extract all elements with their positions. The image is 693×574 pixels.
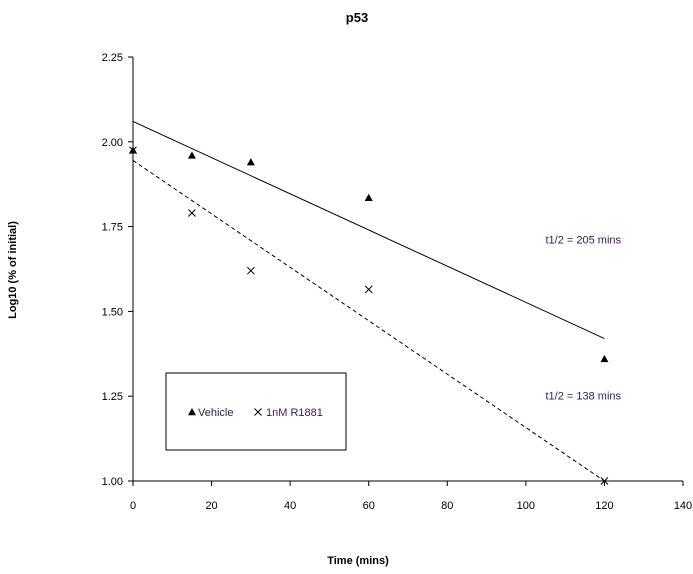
x-marker-stroke xyxy=(129,146,137,155)
y-tick-label: 1.25 xyxy=(102,391,123,403)
x-tick-label: 80 xyxy=(441,500,453,512)
legend: Vehicle 1nM R1881 xyxy=(165,372,347,451)
x-marker-stroke xyxy=(600,477,609,485)
legend-label-vehicle: Vehicle xyxy=(198,407,233,419)
plot-area: 1.00 1.25 1.50 1.75 2.00 2.25 0 20 40 60 80 100 120 1… xyxy=(102,52,693,512)
data-point-vehicle xyxy=(600,354,609,363)
data-point-vehicle xyxy=(364,193,373,201)
y-tick-label: 2.25 xyxy=(102,52,123,64)
data-point-1nm-r1881 xyxy=(247,266,255,275)
legend-box xyxy=(165,372,347,451)
x-marker-stroke xyxy=(254,408,262,416)
half-life-annotation: t1/2 = 205 mins xyxy=(546,235,622,247)
y-tick-label: 2.00 xyxy=(102,137,123,149)
x-axis-label: Time (mins) xyxy=(327,555,389,567)
x-tick-label: 20 xyxy=(205,500,217,512)
data-point-1nm-r1881 xyxy=(364,285,373,294)
x-tick-label: 0 xyxy=(130,500,136,512)
x-tick-label: 60 xyxy=(363,500,375,512)
data-point-1nm-r1881 xyxy=(188,209,196,217)
x-tick-label: 100 xyxy=(517,500,535,512)
x-tick-label: 120 xyxy=(595,500,613,512)
y-tick-label: 1.00 xyxy=(102,476,123,488)
legend-label-1nm-r1881: 1nM R1881 xyxy=(266,407,323,419)
y-axis-label: Log10 (% of initial) xyxy=(7,221,19,319)
legend-marker-vehicle xyxy=(188,408,196,416)
data-point-vehicle xyxy=(187,151,196,159)
legend-marker-1nm-r1881 xyxy=(254,408,262,416)
data-point-vehicle xyxy=(246,158,255,166)
trendline-vehicle xyxy=(132,120,605,339)
x-tick-label: 40 xyxy=(284,500,296,512)
data-point-1nm-r1881 xyxy=(600,477,609,485)
chart-title: p53 xyxy=(346,10,368,25)
y-tick-label: 1.50 xyxy=(102,306,123,318)
x-marker-stroke xyxy=(364,285,373,294)
x-marker-stroke xyxy=(188,209,196,217)
x-tick-label: 140 xyxy=(674,500,692,512)
x-marker-stroke xyxy=(247,266,255,275)
half-life-annotation: t1/2 = 138 mins xyxy=(546,391,622,403)
data-point-1nm-r1881 xyxy=(129,146,137,155)
y-tick-label: 1.75 xyxy=(102,222,123,234)
